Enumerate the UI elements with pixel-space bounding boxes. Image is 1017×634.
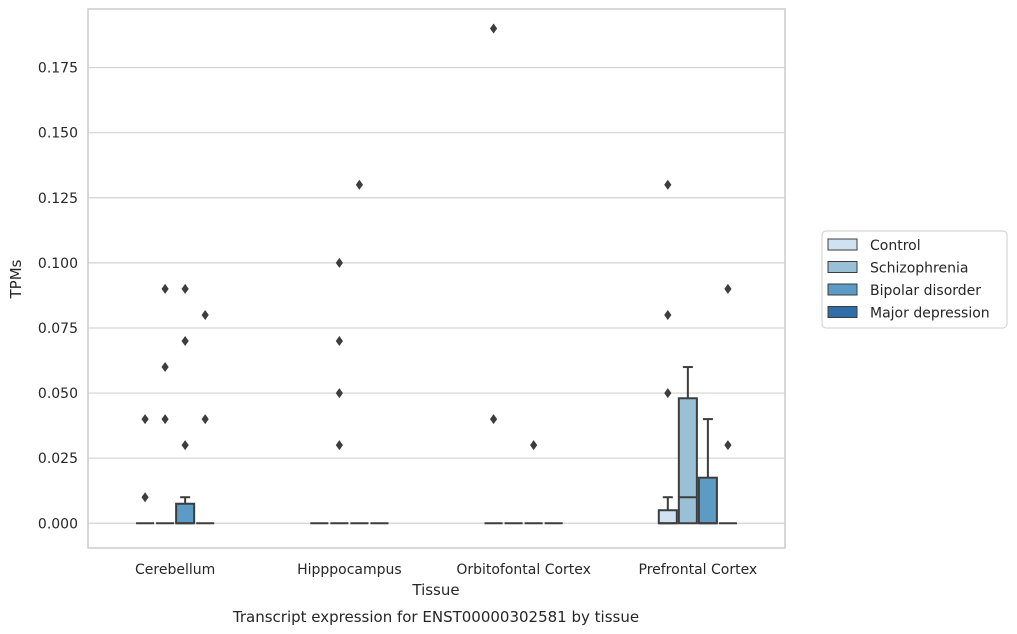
outlier-point [335,388,343,399]
x-tick-label: Hipppocampus [297,562,402,578]
outlier-point [161,283,169,294]
legend-swatch [827,261,858,273]
plot-frame [87,8,786,549]
x-tick-label: Orbitofontal Cortex [456,562,591,578]
y-tick-label: 0.025 [38,451,78,467]
box [697,476,718,525]
y-tick-label: 0.075 [38,321,78,337]
y-tick-label: 0.175 [38,61,78,77]
outlier-point [724,440,732,451]
outlier-point [201,309,209,320]
outlier-point [181,335,189,346]
y-tick-label: 0.100 [38,256,78,272]
outlier-point [181,440,189,451]
outlier-point [664,388,672,399]
legend-frame [821,230,1008,329]
box-schizophrenia [677,366,698,525]
outlier-point [161,362,169,373]
y-tick-label: 0.150 [38,126,78,142]
outlier-point [489,23,498,34]
outlier-point [489,414,498,425]
box [175,502,196,525]
grid-layer [88,66,785,524]
y-ticks: 0.000 0.025 0.050 0.075 0.100 0.125 0.150 0.175 [38,61,78,533]
legend-swatch [827,306,858,318]
x-tick-label: Prefrontal Cortex [639,562,758,578]
outlier-point [335,257,343,268]
legend: Control Schizophrenia Bipolar disorder Majo… [821,230,1008,329]
box-control [657,496,678,525]
outlier-point [664,179,672,190]
boxes-layer [136,366,737,525]
y-axis-label: TPMs [7,259,25,299]
box-bipolar-disorder [697,418,718,525]
y-tick-label: 0.125 [38,191,78,207]
box [677,397,698,525]
box [657,509,678,525]
outlier-point [161,414,169,425]
outlier-point [335,335,343,346]
y-tick-label: 0.050 [38,386,78,402]
legend-label: Major depression [870,306,990,322]
outlier-point [724,283,732,294]
legend-label: Control [870,238,921,254]
outlier-point [530,440,538,451]
outlier-point [141,414,149,425]
outlier-point [355,179,363,190]
legend-swatch [827,283,858,296]
outlier-point [201,414,209,425]
x-ticks: Cerebellum Hipppocampus Orbitofontal Corte… [135,562,757,578]
outliers-layer [141,23,732,503]
outlier-point [181,283,189,294]
x-axis-label: Tissue [411,581,459,599]
outlier-point [335,440,343,451]
x-tick-label: Cerebellum [135,562,215,578]
outlier-point [141,492,149,503]
legend-swatch [827,238,858,251]
legend-label: Bipolar disorder [870,283,981,299]
outlier-point [664,309,672,320]
chart-caption: Transcript expression for ENST0000030258… [232,608,639,626]
legend-label: Schizophrenia [870,261,968,277]
y-tick-label: 0.000 [38,516,78,532]
box-bipolar-disorder [175,496,196,525]
